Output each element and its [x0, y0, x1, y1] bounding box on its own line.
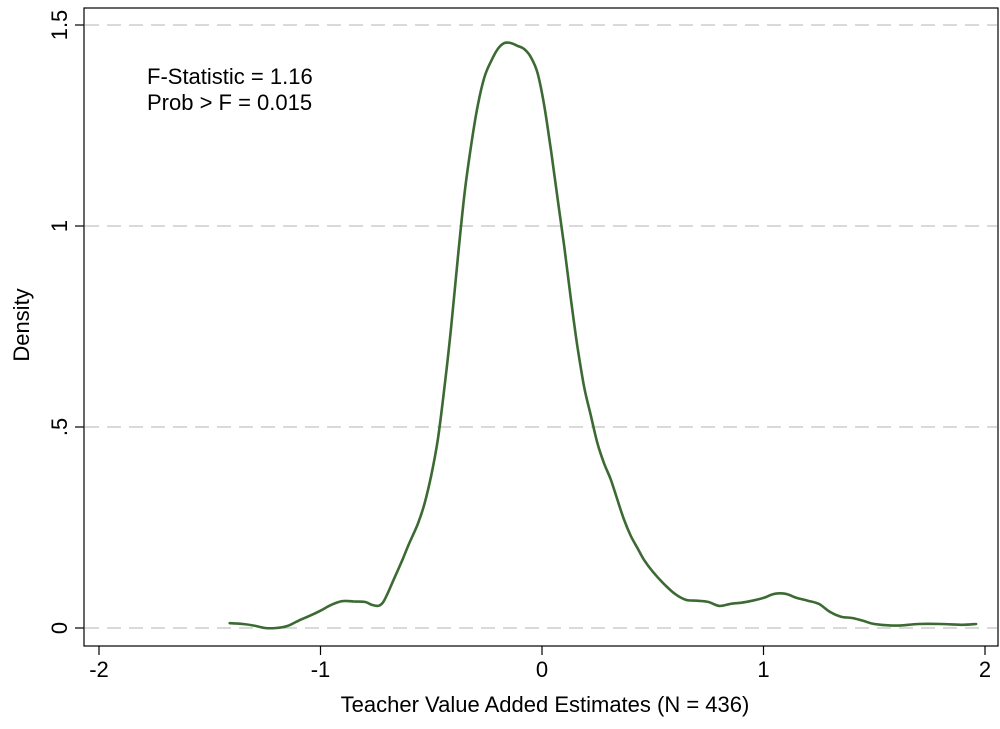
y-tick-label: .5 [47, 418, 72, 436]
x-tick-label: 1 [757, 657, 769, 682]
x-axis: -2 -1 0 1 2 [89, 646, 991, 682]
y-axis: 0 .5 1 1.5 [47, 10, 84, 634]
x-tick-label: -1 [311, 657, 331, 682]
grid-lines [85, 24, 997, 629]
x-axis-title: Teacher Value Added Estimates (N = 436) [341, 692, 750, 717]
plot-frame [83, 7, 999, 647]
y-axis-title: Density [9, 288, 34, 361]
x-tick-label: 2 [979, 657, 991, 682]
x-tick-label: -2 [89, 657, 109, 682]
prob-f-annotation: Prob > F = 0.015 [147, 90, 312, 115]
f-statistic-annotation: F-Statistic = 1.16 [147, 64, 313, 89]
y-tick-label: 0 [47, 622, 72, 634]
density-curve [228, 41, 978, 630]
y-tick-label: 1.5 [47, 10, 72, 41]
y-tick-label: 1 [47, 220, 72, 232]
x-tick-label: 0 [536, 657, 548, 682]
